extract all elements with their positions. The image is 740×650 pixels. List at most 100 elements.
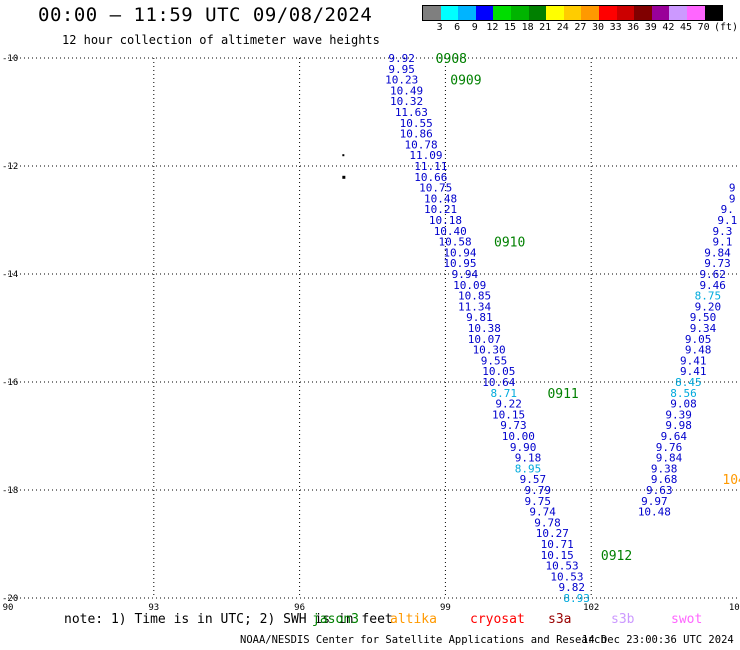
- swh-data-label: 10.38: [468, 322, 501, 335]
- legend-entry-altika: altika: [390, 612, 437, 627]
- colorbar-tick-label: 30: [591, 22, 605, 33]
- legend-entry-cryosat: cryosat: [470, 612, 525, 627]
- colorbar-tick-label: 45: [679, 22, 693, 33]
- swh-data-label: 8.45: [675, 376, 702, 389]
- swh-data-label: 9.84: [704, 246, 731, 259]
- swh-data-label: 9.81: [466, 311, 493, 324]
- colorbar-tick-label: 6: [454, 22, 461, 33]
- swh-data-label: 9.97: [641, 495, 668, 508]
- swh-data-label: 9.46: [699, 279, 726, 292]
- colorbar-swatch: [440, 6, 459, 20]
- swh-data-label: 10.18: [429, 214, 462, 227]
- y-tick-label: -16: [2, 378, 18, 388]
- swh-data-label: 10.21: [424, 203, 457, 216]
- swh-data-label: 10.15: [492, 408, 525, 421]
- colorbar-tick-label: 21: [539, 22, 552, 33]
- swh-data-label: 9.63: [646, 484, 673, 497]
- colorbar-swatch: [546, 6, 564, 20]
- swh-data-label: 10.94: [443, 246, 476, 259]
- swh-data-label: 9: [729, 192, 736, 205]
- legend-entry-s3a: s3a: [548, 612, 572, 627]
- swh-data-label: 9.68: [651, 473, 678, 486]
- footer-note: note: 1) Time is in UTC; 2) SWH is in fe…: [64, 612, 393, 627]
- pass-time-label: 0908: [436, 52, 467, 67]
- swh-data-label: 10.48: [424, 192, 457, 205]
- colorbar-swatch: [634, 6, 652, 20]
- legend-entry-jason3: jason3: [312, 612, 359, 627]
- colorbar-unit: (ft): [714, 22, 739, 33]
- swh-data-label: 10.86: [400, 128, 433, 141]
- pass-time-label: 0910: [494, 236, 525, 251]
- swh-data-label: 9.41: [680, 354, 707, 367]
- swh-data-label: 9.73: [704, 257, 731, 270]
- y-tick-label: -20: [2, 594, 18, 604]
- swh-data-label: 9.08: [670, 398, 697, 411]
- swh-data-label: 8.71: [490, 387, 517, 400]
- x-tick-label: 99: [440, 603, 451, 613]
- pass-time-label: 0912: [601, 549, 632, 564]
- swh-data-label: 10.40: [434, 225, 467, 238]
- swh-data-label: 9.73: [500, 419, 527, 432]
- swh-data-label: 9.62: [699, 268, 726, 281]
- swh-data-label: 9.55: [481, 354, 508, 367]
- swh-data-label: 9.78: [534, 516, 561, 529]
- swh-data-label: 9.48: [685, 344, 712, 357]
- colorbar-swatch: [423, 6, 441, 20]
- colorbar-swatches: [422, 5, 724, 21]
- swh-data-label: 10.27: [536, 527, 569, 540]
- colorbar-swatch: [581, 6, 599, 20]
- swh-data-label: 10.55: [400, 117, 433, 130]
- swh-data-label: 10.05: [482, 365, 515, 378]
- y-tick-label: -10: [2, 54, 18, 64]
- swh-data-label: 10.00: [502, 430, 535, 443]
- colorbar-swatch: [651, 6, 670, 20]
- swh-data-label: 10.23: [385, 74, 418, 87]
- x-tick-label: 105: [729, 603, 740, 613]
- swh-data-label: 9.22: [495, 398, 522, 411]
- colorbar-tick-label: 12: [486, 22, 499, 33]
- x-tick-label: 96: [294, 603, 305, 613]
- swh-data-label: 9.05: [685, 333, 712, 346]
- colorbar-swatch: [686, 6, 705, 20]
- colorbar-tick-label: 33: [609, 22, 622, 33]
- swh-data-label: 10.75: [419, 182, 452, 195]
- swh-data-label: 9.3: [712, 225, 732, 238]
- colorbar-tick-label: 18: [521, 22, 534, 33]
- pass-time-label: 0909: [450, 74, 481, 89]
- x-tick-label: 90: [3, 603, 14, 613]
- footer-credit: NOAA/NESDIS Center for Satellite Applica…: [240, 634, 607, 646]
- swh-data-label: 9.94: [452, 268, 479, 281]
- swh-data-label: 9.74: [529, 506, 556, 519]
- chart-title: 00:00 – 11:59 UTC 09/08/2024: [38, 4, 373, 26]
- colorbar-swatch: [669, 6, 687, 20]
- swh-data-label: 9.20: [695, 300, 722, 313]
- y-tick-label: -14: [2, 270, 18, 280]
- swh-data-label: 9.98: [665, 419, 692, 432]
- swh-data-label: 8.95: [515, 462, 542, 475]
- swh-data-label: 8.75: [695, 290, 722, 303]
- swh-data-label: 10.66: [414, 171, 447, 184]
- colorbar-swatch: [528, 6, 547, 20]
- colorbar-tick-label: 42: [662, 22, 675, 33]
- colorbar-swatch: [493, 6, 511, 20]
- swh-data-label: 11.11: [414, 160, 447, 173]
- swh-data-label: 9.64: [661, 430, 688, 443]
- colorbar-tick-label: 3: [436, 22, 443, 33]
- swh-data-label: 10.32: [390, 95, 423, 108]
- colorbar-swatch: [616, 6, 635, 20]
- swh-data-label: 9.50: [690, 311, 717, 324]
- colorbar-tick-label: 70: [697, 22, 710, 33]
- swh-data-label: 9.39: [665, 408, 692, 421]
- swh-data-label: 9.18: [515, 452, 542, 465]
- swh-data-label: 10.78: [405, 138, 438, 151]
- x-tick-label: 93: [148, 603, 159, 613]
- swh-data-label: 9.95: [388, 63, 415, 76]
- swh-data-label: 11.09: [409, 149, 442, 162]
- swh-data-label: 9.38: [651, 462, 678, 475]
- colorbar-swatch: [563, 6, 582, 20]
- colorbar-tick-label: 36: [627, 22, 640, 33]
- swh-data-label: 9.: [721, 203, 734, 216]
- swh-data-label: 9.57: [520, 473, 547, 486]
- island-mark: [342, 154, 345, 157]
